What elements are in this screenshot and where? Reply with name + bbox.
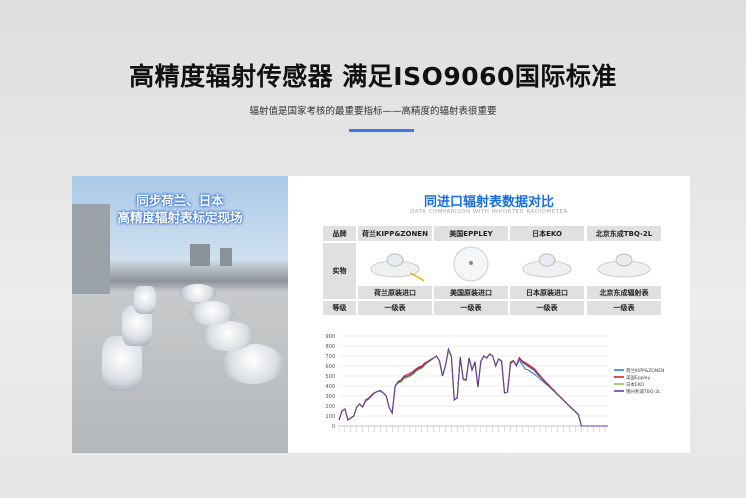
grade-cell: 一级表 (510, 301, 584, 315)
grade-cell: 一级表 (587, 301, 661, 315)
origin-cell: 荷兰原装进口 (358, 286, 432, 299)
comparison-panel: 同进口辐射表数据对比 DATA COMPARISON WITH IMPORTED… (288, 176, 690, 453)
calibration-site-photo: 同步荷兰、日本高精度辐射表标定现场 (72, 176, 288, 453)
y-tick-label: 400 (325, 384, 335, 390)
product-image (587, 243, 661, 285)
page-subtitle: 辐射值是国家考核的最重要指标——高精度的辐射表很重要 (249, 106, 497, 117)
origin-cell: 北京东成辐射表 (587, 286, 661, 299)
grade-cell: 一级表 (358, 301, 432, 315)
y-tick-label: 700 (325, 354, 335, 360)
origin-cell: 美国原装进口 (434, 286, 508, 299)
accent-bar (349, 129, 414, 132)
radiometer (202, 321, 254, 351)
y-tick-label: 900 (325, 334, 335, 340)
radiometer (190, 301, 234, 325)
legend-label: 美国Eppley (626, 374, 651, 381)
caption-line: 高精度辐射表标定现场 (117, 210, 243, 225)
y-tick-label: 500 (325, 374, 335, 380)
row-label-brand: 品牌 (323, 226, 356, 241)
product-image (358, 243, 432, 285)
legend-label: 日本EKO (626, 381, 645, 388)
radiometer (180, 284, 216, 302)
comparison-subtitle: DATA COMPARISON WITH IMPORTED RADIOMETER (410, 209, 568, 215)
brand-cell: 北京东成TBQ-2L (587, 226, 661, 241)
row-label-product: 实物 (323, 243, 356, 299)
brand-cell: 日本EKO (510, 226, 584, 241)
series-line (338, 349, 608, 427)
y-tick-label: 800 (325, 344, 335, 350)
series-line (338, 349, 608, 427)
origin-cell: 日本原装进口 (510, 286, 584, 299)
y-tick-label: 0 (332, 424, 335, 430)
brand-cell: 美国EPPLEY (434, 226, 508, 241)
caption-line: 同步荷兰、日本 (136, 193, 224, 208)
page-title: 高精度辐射传感器 满足ISO9060国际标准 (129, 62, 617, 91)
y-tick-label: 100 (325, 414, 335, 420)
irradiance-chart: 0 100 200 300 400 500 600 700 800 900 荷兰KIPP&ZONEN… (325, 334, 664, 432)
comparison-title: 同进口辐射表数据对比 (423, 195, 554, 210)
building (220, 248, 232, 266)
series-line (338, 349, 608, 427)
grade-cell: 一级表 (434, 301, 508, 315)
legend-label: 荷兰KIPP&ZONEN (626, 367, 664, 374)
product-image (510, 243, 584, 285)
y-tick-label: 200 (325, 404, 335, 410)
building (190, 244, 210, 266)
row-label-grade: 等级 (323, 301, 356, 315)
series-line (338, 347, 608, 427)
building (72, 204, 110, 294)
photo-caption: 同步荷兰、日本高精度辐射表标定现场 (72, 192, 288, 226)
product-image (434, 243, 508, 285)
brand-cell: 荷兰KIPP&ZONEN (358, 226, 432, 241)
y-tick-label: 600 (325, 364, 335, 370)
radiometer (134, 286, 156, 314)
y-tick-label: 300 (325, 394, 335, 400)
legend-label: 锦州利诚TBQ-2L (626, 388, 661, 395)
